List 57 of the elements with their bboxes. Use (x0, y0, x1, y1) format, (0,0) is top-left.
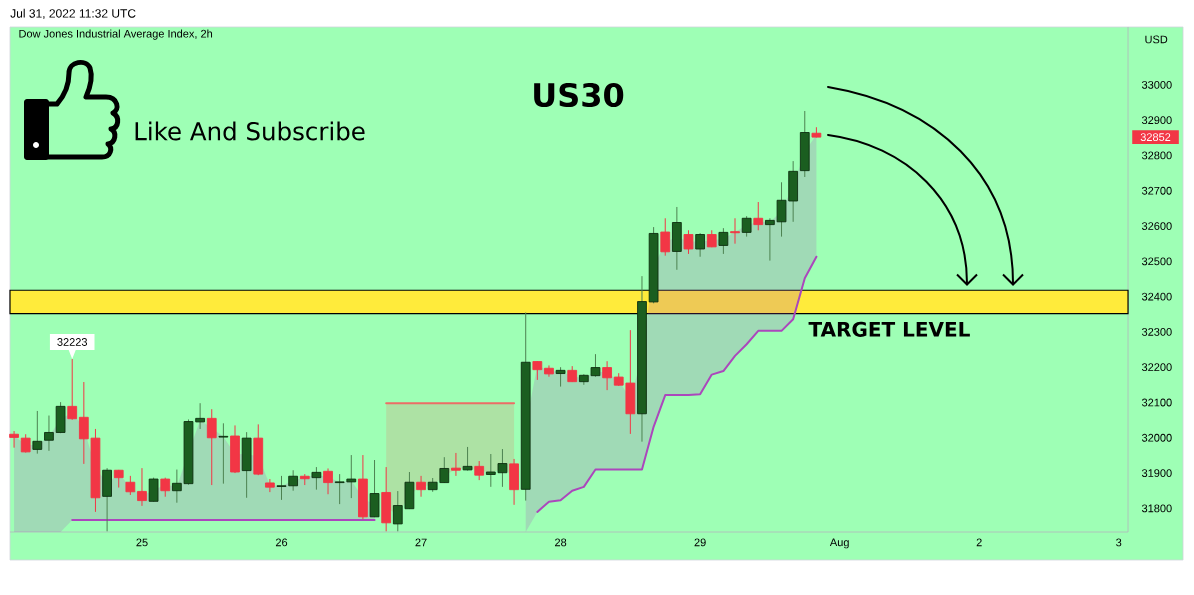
candlestick (125, 475, 136, 496)
candlestick (730, 217, 740, 245)
y-tick-label: 31800 (1141, 504, 1172, 513)
annotation: Like And Subscribe (135, 121, 365, 141)
candlestick (753, 201, 764, 231)
candlestick (462, 446, 473, 472)
x-tick-label: 28 (555, 538, 567, 547)
y-tick-label: 32600 (1141, 222, 1172, 230)
y-tick-label: 32800 (1141, 151, 1172, 160)
candlestick (532, 360, 543, 381)
x-tick-label: 27 (415, 538, 427, 547)
annotation: 32223 (57, 338, 88, 346)
y-axis-title: USD (1145, 35, 1168, 44)
candlestick (137, 467, 147, 507)
y-tick-label: 33000 (1141, 80, 1172, 89)
annotation: US30 (534, 82, 624, 108)
candlestick (695, 232, 705, 258)
candlestick (741, 215, 752, 238)
candlestick (602, 360, 612, 391)
y-tick-label: 32700 (1141, 186, 1172, 195)
candlestick (20, 433, 31, 454)
candlestick (311, 466, 322, 491)
candlestick (718, 227, 729, 255)
x-tick-label: 3 (1116, 538, 1122, 547)
candlestick (660, 217, 671, 257)
x-tick-label: 26 (275, 538, 288, 547)
candlestick (555, 366, 566, 388)
chart-title: Dow Jones Industrial Average Index, 2h (19, 29, 213, 40)
candlestick (206, 408, 217, 486)
candlestick (369, 459, 380, 518)
y-tick-label: 32200 (1141, 363, 1172, 372)
candlestick (32, 410, 43, 455)
candlestick (451, 452, 461, 477)
candlestick (9, 430, 19, 449)
x-tick-label: Aug (829, 538, 849, 549)
candlestick (474, 460, 485, 481)
text: 32852 (1140, 133, 1171, 141)
y-tick-label: 32000 (1141, 433, 1172, 442)
candlestick (683, 229, 694, 255)
x-tick-label: 2 (976, 538, 982, 547)
y-tick-label: 32300 (1141, 328, 1172, 336)
y-tick-label: 32100 (1141, 398, 1172, 407)
text: Jul 31, 2022 11:32 UTC (10, 8, 136, 20)
candlestick (67, 358, 78, 421)
y-tick-label: 32900 (1141, 116, 1172, 125)
y-tick-label: 32500 (1141, 257, 1172, 266)
y-tick-label: 32400 (1141, 292, 1172, 301)
candlestick (323, 467, 333, 495)
band-label: TARGET LEVEL (808, 321, 970, 337)
candlestick (218, 422, 229, 485)
x-tick-label: 29 (694, 538, 706, 547)
y-tick-label: 31900 (1141, 469, 1172, 477)
candlestick (544, 364, 554, 378)
x-tick-label: 25 (136, 538, 148, 547)
candlestick (416, 475, 426, 498)
candlestick (265, 478, 275, 493)
candlestick (44, 415, 54, 452)
